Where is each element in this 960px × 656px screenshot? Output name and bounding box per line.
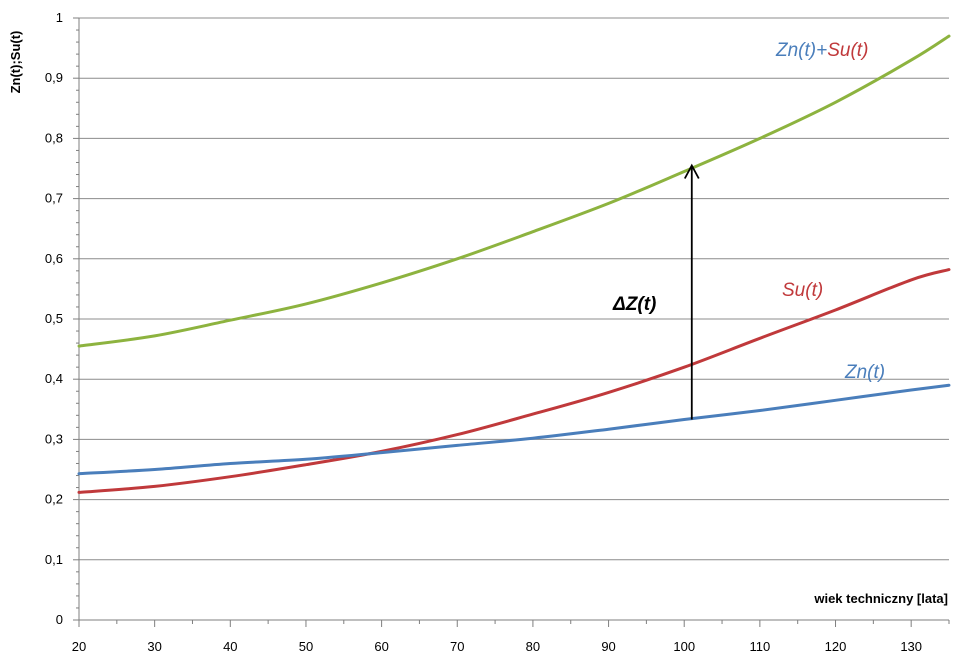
annotations	[683, 163, 700, 420]
sum-series-label: Zn(t)+Su(t)	[775, 40, 868, 61]
sum-label-part2: Su(t)	[827, 40, 868, 61]
series-lines	[77, 34, 951, 494]
x-tick-label: 80	[526, 639, 540, 654]
gridlines	[79, 17, 949, 561]
delta-arrow-head	[683, 163, 700, 179]
y-tick-label: 0,5	[45, 311, 63, 326]
delta-z-label: ΔZ(t)	[612, 294, 656, 315]
sum-label-plus: +	[816, 40, 827, 61]
x-tick-label: 70	[450, 639, 464, 654]
su-series-line	[77, 268, 951, 494]
x-tick-label: 60	[374, 639, 388, 654]
x-tick-label: 110	[750, 639, 771, 654]
x-tick-label: 50	[299, 639, 313, 654]
y-tick-label: 0,3	[45, 431, 63, 446]
x-tick-label: 30	[147, 639, 161, 654]
y-tick-label: 1	[56, 10, 63, 25]
x-tick-label: 20	[72, 639, 86, 654]
x-tick-label: 120	[825, 639, 847, 654]
x-tick-label: 40	[223, 639, 237, 654]
sum-label-part1: Zn(t)	[775, 40, 816, 61]
x-tick-label: 100	[673, 639, 695, 654]
y-tick-label: 0,4	[45, 371, 63, 386]
x-axis-title: wiek techniczny [lata]	[813, 591, 948, 606]
y-tick-label: 0,6	[45, 251, 63, 266]
y-tick-label: 0	[56, 612, 63, 627]
su-series-label: Su(t)	[782, 280, 823, 301]
x-tick-label: 90	[601, 639, 615, 654]
y-tick-label: 0,7	[45, 191, 63, 206]
sum-series-line	[77, 34, 951, 348]
y-tick-label: 0,1	[45, 552, 63, 567]
y-tick-label: 0,9	[45, 70, 63, 85]
x-tick-label: 130	[900, 639, 922, 654]
y-axis-title: Zn(t);Su(t)	[8, 31, 23, 94]
zn-series-line	[77, 383, 951, 476]
zn-series-label: Zn(t)	[844, 362, 885, 383]
y-tick-label: 0,8	[45, 130, 63, 145]
y-tick-label: 0,2	[45, 492, 63, 507]
